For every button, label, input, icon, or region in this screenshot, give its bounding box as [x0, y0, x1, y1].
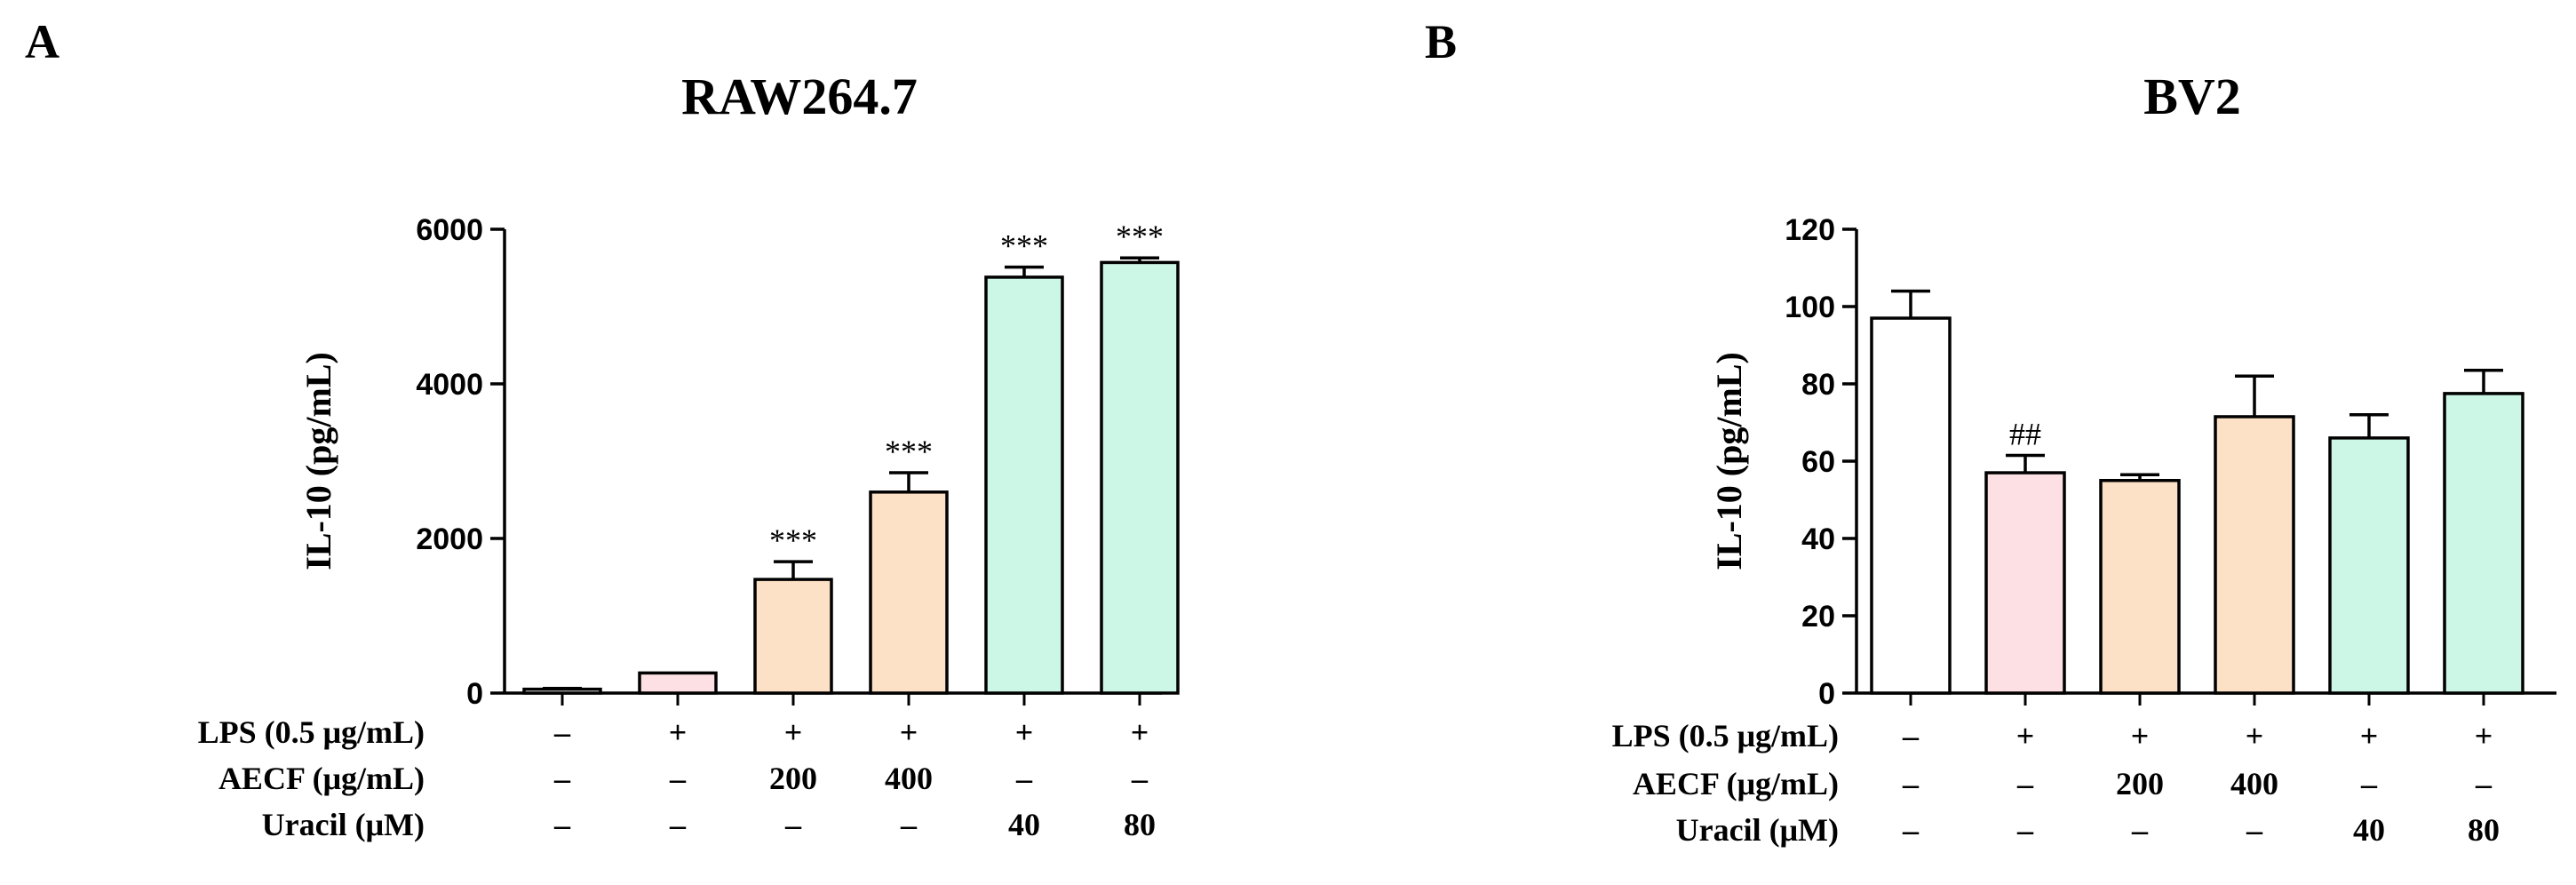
condition-value: + [784, 714, 803, 750]
condition-value: 80 [1124, 807, 1156, 842]
condition-value: – [2360, 766, 2378, 801]
y-tick-label: 6000 [416, 213, 483, 247]
condition-value: + [1131, 714, 1149, 750]
y-tick-label: 20 [1801, 600, 1835, 634]
y-tick-label: 100 [1785, 291, 1835, 324]
panel-a: A RAW264.7 IL-10 (pg/mL) 0 2000 4000 6000 *** **… [25, 15, 1180, 842]
condition-value: – [2016, 766, 2034, 801]
condition-row-label: AECF (μg/mL) [219, 761, 425, 796]
y-tick-label: 4000 [416, 368, 483, 402]
condition-value: – [1902, 766, 1920, 801]
condition-value: – [2246, 812, 2263, 848]
significance-label: ## [2009, 416, 2041, 451]
bar [2443, 392, 2524, 695]
significance-label: *** [1116, 219, 1164, 254]
chart-title: RAW264.7 [681, 68, 918, 125]
y-axis-label: IL-10 (pg/mL) [298, 352, 338, 570]
condition-value: + [2246, 718, 2264, 753]
condition-value: – [669, 807, 687, 842]
condition-value: – [1902, 718, 1920, 753]
condition-value: – [1131, 761, 1149, 796]
condition-row-label: Uracil (μM) [262, 807, 425, 842]
condition-value: – [1015, 761, 1033, 796]
bar [522, 687, 602, 695]
condition-value: + [669, 714, 688, 750]
bar [984, 275, 1064, 695]
y-tick-label: 120 [1785, 213, 1835, 247]
bar [1100, 260, 1180, 695]
bar [1870, 316, 1952, 695]
significance-label: *** [885, 434, 933, 469]
bar [869, 490, 949, 695]
panel-letter: B [1425, 15, 1457, 68]
panel-letter: A [25, 15, 60, 68]
y-tick-label: 80 [1801, 368, 1835, 402]
condition-value: – [784, 807, 802, 842]
condition-value: + [2131, 718, 2150, 753]
y-axis-label: IL-10 (pg/mL) [1709, 352, 1749, 570]
bar [2328, 436, 2410, 695]
panel-b: B BV2 IL-10 (pg/mL) 0 20 40 60 80 100 120 ## LPS (0… [1425, 15, 2556, 848]
y-tick-label: 60 [1801, 445, 1835, 479]
condition-value: – [553, 761, 571, 796]
condition-value: + [2016, 718, 2035, 753]
condition-value: – [2475, 766, 2493, 801]
condition-value: 80 [2468, 812, 2500, 848]
condition-value: – [2131, 812, 2149, 848]
condition-value: + [2360, 718, 2379, 753]
condition-value: + [900, 714, 918, 750]
condition-value: – [1902, 812, 1920, 848]
bar [638, 671, 718, 695]
condition-row-label: AECF (μg/mL) [1633, 766, 1839, 801]
condition-value: – [553, 807, 571, 842]
condition-value: 400 [2230, 766, 2278, 801]
y-tick-label: 40 [1801, 522, 1835, 556]
condition-value: + [1015, 714, 1034, 750]
significance-label: *** [769, 522, 817, 558]
y-tick-label: 0 [466, 677, 483, 711]
condition-value: – [669, 761, 687, 796]
condition-value: 400 [885, 761, 933, 796]
chart-title: BV2 [2143, 68, 2241, 125]
condition-value: – [553, 714, 571, 750]
bar [2099, 479, 2181, 695]
bar [2214, 415, 2295, 695]
significance-label: *** [1000, 228, 1048, 264]
condition-value: – [2016, 812, 2034, 848]
y-tick-label: 0 [1818, 677, 1835, 711]
condition-row-label: LPS (0.5 μg/mL) [1612, 718, 1839, 753]
condition-value: + [2475, 718, 2493, 753]
condition-value: 200 [2116, 766, 2164, 801]
condition-value: 40 [1008, 807, 1040, 842]
bar [753, 578, 833, 695]
condition-value: 200 [769, 761, 817, 796]
condition-row-label: Uracil (μM) [1676, 812, 1839, 848]
condition-value: 40 [2353, 812, 2385, 848]
condition-value: – [900, 807, 918, 842]
y-tick-label: 2000 [416, 522, 483, 556]
bar [1984, 471, 2066, 695]
condition-row-label: LPS (0.5 μg/mL) [198, 714, 425, 750]
